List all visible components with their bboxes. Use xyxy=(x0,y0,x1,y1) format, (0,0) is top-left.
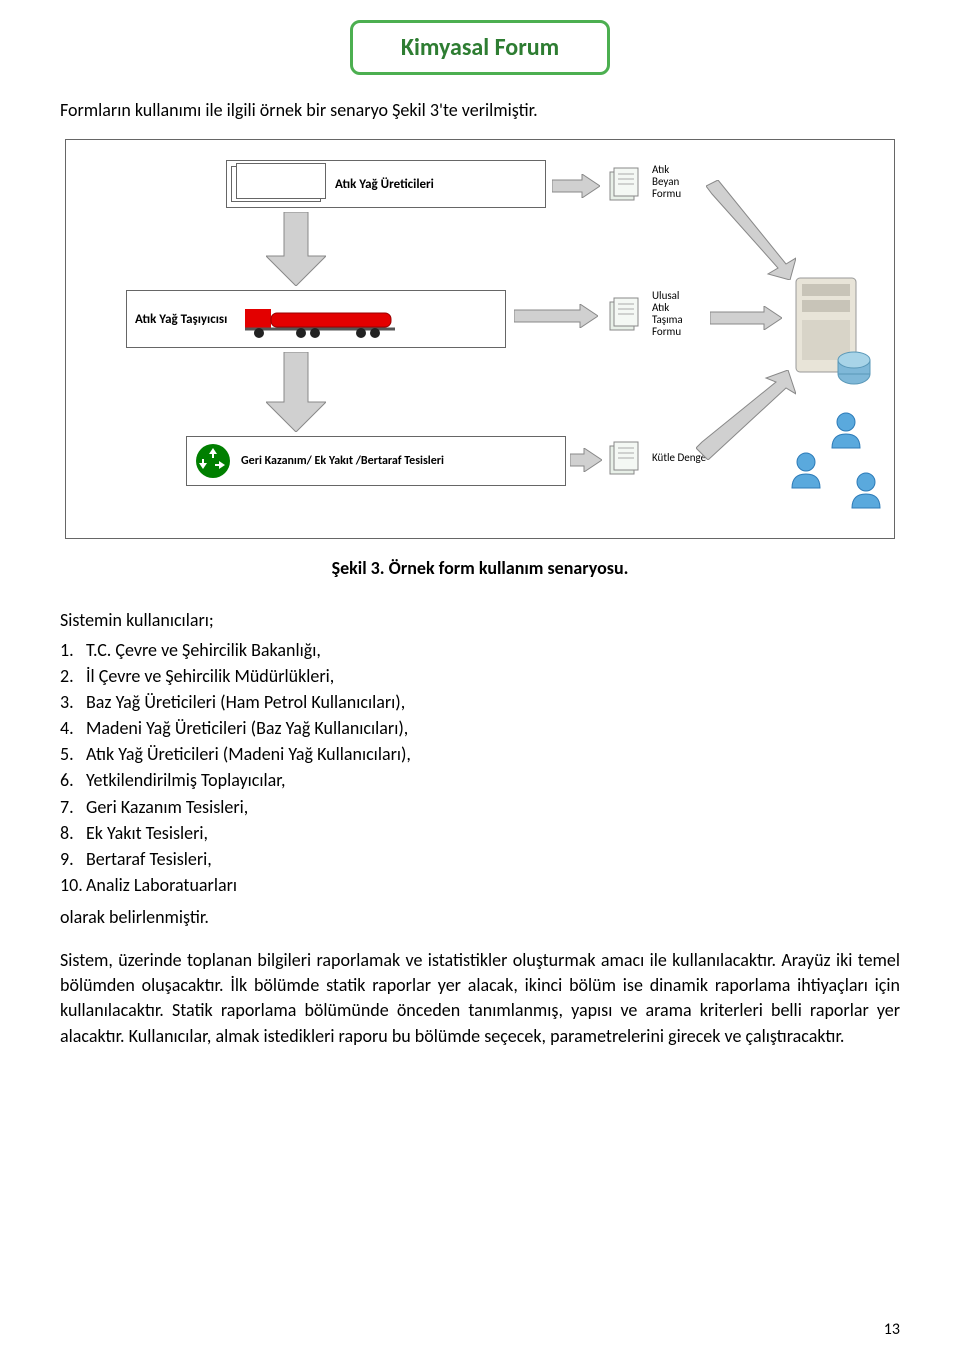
arrow-transporter-down xyxy=(266,352,326,432)
list-item-text: İl Çevre ve Şehircilik Müdürlükleri, xyxy=(86,663,334,689)
arrow-doc1-to-server xyxy=(706,180,796,280)
list-item-text: Geri Kazanım Tesisleri, xyxy=(86,794,248,820)
list-item: 9.Bertaraf Tesisleri, xyxy=(60,846,900,872)
list-item-number: 3. xyxy=(60,689,86,715)
list-item-number: 4. xyxy=(60,715,86,741)
doc-kutle-denge-icon xyxy=(606,440,646,480)
node-facilities-label: Geri Kazanım/ Ek Yakıt /Bertaraf Tesisle… xyxy=(241,454,444,468)
users-closing: olarak belirlenmiştir. xyxy=(60,906,900,928)
doc-atik-beyan-label: Atık Beyan Formu xyxy=(652,164,681,200)
flow-diagram: Atık Yağ Üreticileri Atık Beyan Formu At… xyxy=(65,139,895,539)
list-item: 1.T.C. Çevre ve Şehircilik Bakanlığı, xyxy=(60,637,900,663)
list-item-text: Bertaraf Tesisleri, xyxy=(86,846,212,872)
node-transporter-label: Atık Yağ Taşıyıcısı xyxy=(135,312,227,327)
list-item: 2.İl Çevre ve Şehircilik Müdürlükleri, xyxy=(60,663,900,689)
list-item-text: Yetkilendirilmiş Toplayıcılar, xyxy=(86,767,286,793)
node-producers: Atık Yağ Üreticileri xyxy=(226,160,546,208)
arrow-producers-down xyxy=(266,212,326,286)
user-icon-1 xyxy=(826,410,866,450)
list-item-number: 7. xyxy=(60,794,86,820)
user-icon-2 xyxy=(786,450,826,490)
list-item-number: 10. xyxy=(60,872,86,898)
list-item: 8.Ek Yakıt Tesisleri, xyxy=(60,820,900,846)
arrow-doc2-to-server xyxy=(710,306,782,330)
truck-icon xyxy=(241,299,401,339)
node-facilities: Geri Kazanım/ Ek Yakıt /Bertaraf Tesisle… xyxy=(186,436,566,486)
server-icon xyxy=(786,270,876,390)
body-paragraph: Sistem, üzerinde toplanan bilgileri rapo… xyxy=(60,948,900,1049)
intro-text: Formların kullanımı ile ilgili örnek bir… xyxy=(60,99,900,121)
list-item-text: Ek Yakıt Tesisleri, xyxy=(86,820,208,846)
list-item-text: T.C. Çevre ve Şehircilik Bakanlığı, xyxy=(86,637,321,663)
list-item: 10.Analiz Laboratuarları xyxy=(60,872,900,898)
list-item-number: 2. xyxy=(60,663,86,689)
list-item: 7.Geri Kazanım Tesisleri, xyxy=(60,794,900,820)
list-item: 5.Atık Yağ Üreticileri (Madeni Yağ Kulla… xyxy=(60,741,900,767)
list-item-number: 5. xyxy=(60,741,86,767)
header-title: Kimyasal Forum xyxy=(401,33,559,62)
list-item-text: Madeni Yağ Üreticileri (Baz Yağ Kullanıc… xyxy=(86,715,408,741)
list-item-number: 8. xyxy=(60,820,86,846)
page-number: 13 xyxy=(884,1320,900,1339)
arrow-producers-to-doc1 xyxy=(552,174,600,198)
doc-atik-beyan-icon xyxy=(606,166,646,206)
header-badge: Kimyasal Forum xyxy=(350,20,610,75)
list-item: 3.Baz Yağ Üreticileri (Ham Petrol Kullan… xyxy=(60,689,900,715)
arrow-facilities-to-doc3 xyxy=(570,448,602,472)
recycle-icon xyxy=(195,443,231,479)
list-item-number: 1. xyxy=(60,637,86,663)
list-item-number: 6. xyxy=(60,767,86,793)
list-item-text: Atık Yağ Üreticileri (Madeni Yağ Kullanı… xyxy=(86,741,411,767)
figure-caption: Şekil 3. Örnek form kullanım senaryosu. xyxy=(60,557,900,579)
list-item: 6.Yetkilendirilmiş Toplayıcılar, xyxy=(60,767,900,793)
node-transporter: Atık Yağ Taşıyıcısı xyxy=(126,290,506,348)
doc-ulusal-atik-label: Ulusal Atık Taşıma Formu xyxy=(652,290,683,338)
users-heading: Sistemin kullanıcıları; xyxy=(60,609,900,631)
node-producers-label: Atık Yağ Üreticileri xyxy=(335,177,434,192)
list-item-text: Baz Yağ Üreticileri (Ham Petrol Kullanıc… xyxy=(86,689,405,715)
user-icon-3 xyxy=(846,470,886,510)
doc-ulusal-atik-icon xyxy=(606,296,646,336)
arrow-doc3-to-server xyxy=(696,370,796,460)
arrow-transporter-to-doc2 xyxy=(514,304,598,328)
list-item-text: Analiz Laboratuarları xyxy=(86,872,237,898)
list-item-number: 9. xyxy=(60,846,86,872)
users-list: 1.T.C. Çevre ve Şehircilik Bakanlığı,2.İ… xyxy=(60,637,900,898)
list-item: 4.Madeni Yağ Üreticileri (Baz Yağ Kullan… xyxy=(60,715,900,741)
